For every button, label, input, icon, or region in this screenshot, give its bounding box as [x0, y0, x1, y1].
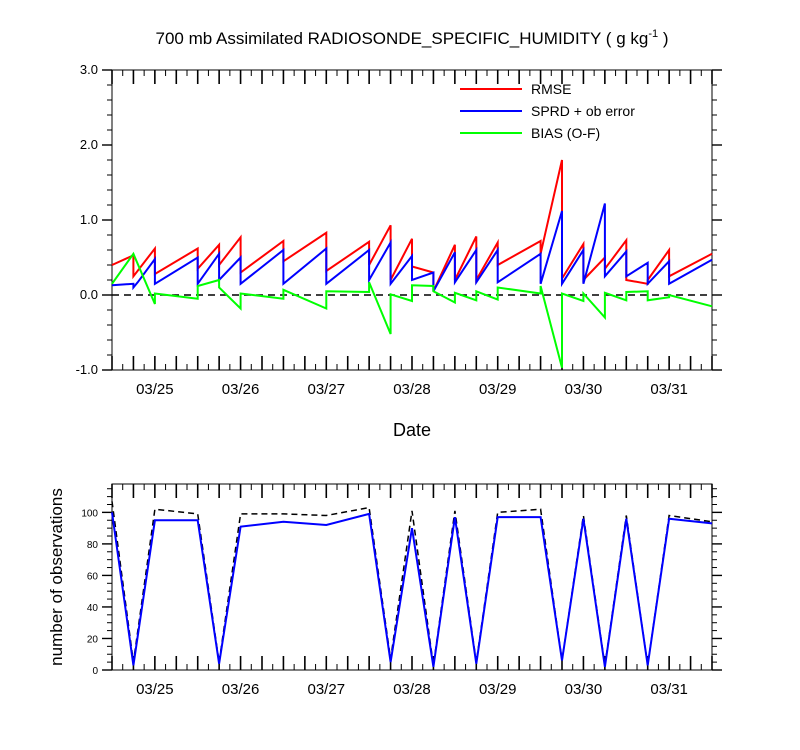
chart-title: 700 mb Assimilated RADIOSONDE_SPECIFIC_H…: [156, 28, 669, 48]
bottom-chart: 03/25 03/26 03/27 03/28 03/29 03/30 03/31 0 20 40…: [81, 483, 722, 698]
legend-label: BIAS (O-F): [531, 125, 600, 141]
y-tick-label: 2.0: [80, 137, 98, 152]
y-tick-label: 20: [87, 634, 99, 645]
x-tick-label: 03/30: [565, 681, 603, 698]
x-tick-label: 03/27: [308, 681, 346, 698]
legend-label: RMSE: [531, 81, 571, 97]
y-tick-label: 40: [87, 603, 99, 614]
x-tick-label: 03/25: [136, 681, 174, 698]
top-x-axis-label: Date: [393, 420, 431, 440]
y-tick-label: 60: [87, 571, 99, 582]
x-tick-label: 03/26: [222, 681, 260, 698]
y-tick-label: 100: [81, 508, 98, 519]
x-tick-label: 03/31: [650, 381, 688, 398]
chart-title-main: 700 mb Assimilated RADIOSONDE_SPECIFIC_H…: [156, 29, 649, 48]
bottom-y-axis-label: number of observations: [47, 488, 66, 666]
x-tick-label: 03/29: [479, 681, 517, 698]
x-tick-label: 03/30: [565, 381, 603, 398]
x-tick-label: 03/28: [393, 381, 431, 398]
series-line-bias-o-f: [111, 251, 713, 369]
x-tick-label: 03/27: [308, 381, 346, 398]
legend-label: SPRD + ob error: [531, 103, 635, 119]
chart-title-close: ): [658, 29, 668, 48]
top-chart: 03/25 03/26 03/27 03/28 03/29 03/30 03/31 -1.0 0…: [76, 62, 722, 398]
x-tick-label: 03/29: [479, 381, 517, 398]
series-line-assimilated-observations: [111, 512, 713, 667]
y-tick-label: 3.0: [80, 62, 98, 77]
x-tick-label: 03/31: [650, 681, 688, 698]
y-tick-label: 80: [87, 540, 99, 551]
chart-title-exponent: -1: [648, 28, 658, 40]
x-tick-label: 03/25: [136, 381, 174, 398]
series-line-sprd-ob-error: [111, 203, 713, 292]
x-tick-label: 03/26: [222, 381, 260, 398]
series-line-total-observations: [111, 501, 713, 666]
y-tick-label: 1.0: [80, 212, 98, 227]
y-tick-label: -1.0: [76, 362, 98, 377]
x-tick-label: 03/28: [393, 681, 431, 698]
y-tick-label: 0: [92, 666, 98, 677]
y-tick-label: 0.0: [80, 287, 98, 302]
